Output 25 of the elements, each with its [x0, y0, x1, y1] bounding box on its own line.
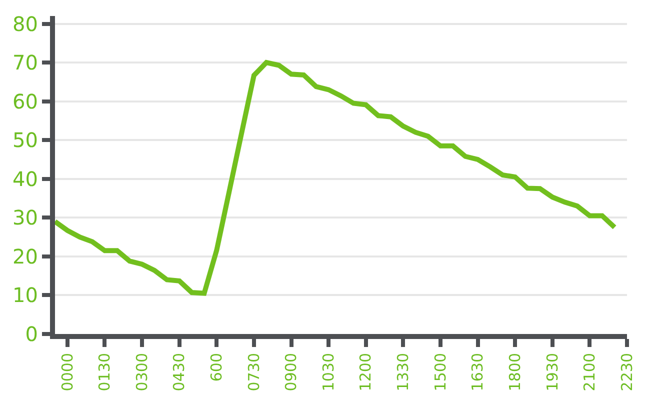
x-tick-label: 0900 — [282, 353, 300, 392]
x-tick-label: 1630 — [468, 353, 487, 392]
x-tick-label: 600 — [208, 353, 226, 382]
y-tick-label: 20 — [12, 244, 38, 268]
x-tick-label: 2100 — [580, 353, 599, 392]
x-tick-label: 1200 — [356, 353, 375, 392]
y-tick-label: 0 — [25, 322, 38, 346]
x-tick-label: 1930 — [543, 353, 562, 392]
y-tick-label: 40 — [12, 166, 38, 191]
y-tick-label: 80 — [12, 12, 38, 36]
x-tick-label: 0430 — [170, 353, 188, 392]
x-tick-label: 2230 — [618, 353, 636, 392]
x-tick-label: 0000 — [58, 353, 76, 392]
y-tick-label: 10 — [12, 283, 38, 308]
y-tick-label: 60 — [12, 89, 38, 114]
y-tick-label: 50 — [12, 128, 38, 152]
x-tick-label: 1500 — [431, 353, 450, 392]
y-tick-label: 70 — [12, 50, 38, 75]
x-tick-label: 1330 — [394, 353, 412, 392]
x-tick-label: 1030 — [319, 353, 338, 392]
y-tick-label: 30 — [12, 206, 38, 230]
x-tick-label: 0300 — [132, 353, 151, 392]
x-tick-label: 0130 — [96, 353, 114, 392]
x-tick-label: 1800 — [506, 353, 524, 392]
x-tick-label: 0730 — [244, 353, 263, 392]
